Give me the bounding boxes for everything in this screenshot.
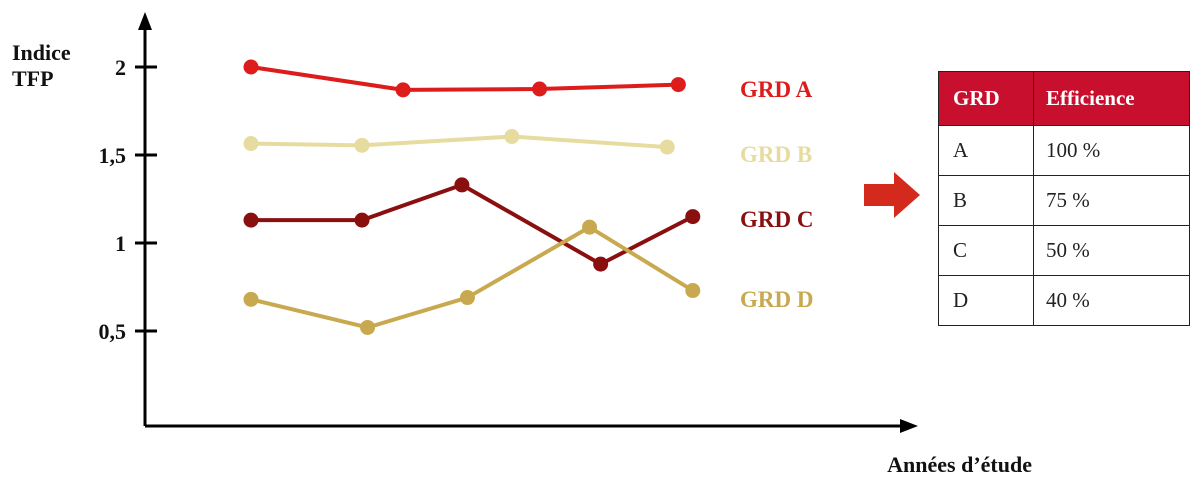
- series-label: GRD C: [740, 207, 813, 232]
- cell-grd: C: [938, 225, 1034, 276]
- data-point: [504, 129, 520, 145]
- y-axis-arrowhead: [138, 12, 152, 30]
- table-header-row: GRD Efficience: [938, 71, 1190, 126]
- cell-grd: B: [938, 175, 1034, 226]
- series-line: [249, 182, 695, 267]
- series-grd-d: GRD D: [243, 219, 813, 335]
- right-arrow-icon: [864, 172, 920, 218]
- series-label: GRD A: [740, 77, 813, 102]
- series-group: GRD A GRD B GRD C GRD D: [243, 59, 813, 335]
- data-point: [354, 137, 370, 153]
- data-point: [243, 59, 259, 75]
- data-point: [454, 177, 470, 193]
- data-point: [685, 209, 701, 225]
- header-efficience: Efficience: [1032, 71, 1190, 126]
- cell-efficience: 40 %: [1032, 275, 1190, 326]
- series-grd-b: GRD B: [243, 129, 812, 167]
- cell-efficience: 50 %: [1032, 225, 1190, 276]
- table-row: B 75 %: [938, 175, 1190, 226]
- x-axis-title: Années d’étude: [887, 452, 1032, 477]
- series-line: [249, 65, 681, 92]
- series-label: GRD D: [740, 287, 813, 312]
- y-tick-label: 1,5: [99, 143, 127, 168]
- data-point: [243, 212, 259, 228]
- data-point: [360, 319, 376, 335]
- chart-axes: Indice TFP Années d’étude: [12, 12, 1032, 477]
- table-row: C 50 %: [938, 225, 1190, 276]
- data-point: [354, 212, 370, 228]
- efficiency-table: GRD Efficience A 100 % B 75 % C 50 % D 4…: [938, 71, 1190, 326]
- series-line: [249, 134, 670, 150]
- y-ticks: 2 1,5 1 0,5: [99, 55, 157, 344]
- data-point: [685, 283, 701, 299]
- cell-grd: A: [938, 125, 1034, 176]
- data-point: [395, 82, 411, 98]
- data-point: [532, 81, 548, 97]
- y-axis-title: Indice TFP: [12, 40, 71, 91]
- y-tick-label: 1: [115, 231, 126, 256]
- y-tick-label: 2: [115, 55, 126, 80]
- cell-grd: D: [938, 275, 1034, 326]
- data-point: [243, 136, 259, 152]
- table-row: A 100 %: [938, 125, 1190, 176]
- series-grd-a: GRD A: [243, 59, 813, 102]
- data-point: [593, 256, 609, 272]
- data-point: [459, 290, 475, 306]
- data-point: [659, 139, 675, 155]
- series-grd-c: GRD C: [243, 177, 813, 272]
- y-axis-title-line: TFP: [12, 66, 54, 91]
- y-tick-label: 0,5: [99, 319, 127, 344]
- header-grd: GRD: [938, 71, 1034, 126]
- cell-efficience: 100 %: [1032, 125, 1190, 176]
- data-point: [670, 77, 686, 93]
- x-axis-arrowhead: [900, 419, 918, 433]
- series-label: GRD B: [740, 142, 812, 167]
- data-point: [582, 219, 598, 235]
- cell-efficience: 75 %: [1032, 175, 1190, 226]
- data-point: [243, 291, 259, 307]
- table-row: D 40 %: [938, 275, 1190, 326]
- series-line: [249, 225, 695, 330]
- y-axis-title-line: Indice: [12, 40, 71, 65]
